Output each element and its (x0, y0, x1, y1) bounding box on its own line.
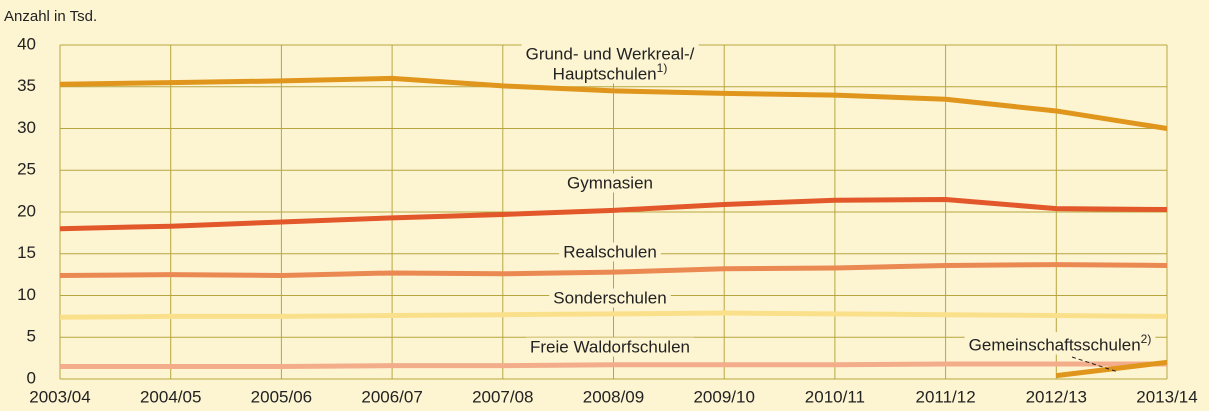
x-tick-label: 2004/05 (140, 387, 201, 406)
x-tick-label: 2006/07 (361, 387, 422, 406)
series-line (59, 196, 1168, 232)
series-label-text: Hauptschulen1) (553, 61, 668, 83)
y-axis-label: Anzahl in Tsd. (4, 8, 97, 25)
series-line (59, 75, 1168, 131)
x-tick-label: 2008/09 (583, 387, 644, 406)
series-line (60, 361, 1167, 369)
y-tick-label: 20 (17, 201, 36, 220)
x-tick-label: 2009/10 (693, 387, 754, 406)
x-tick-label: 2007/08 (472, 387, 533, 406)
y-tick-label: 5 (27, 327, 36, 346)
label-background (549, 288, 671, 308)
y-tick-label: 30 (17, 118, 36, 137)
series-label-text: Grund- und Werkreal-/ (526, 44, 695, 63)
y-tick-label: 0 (27, 368, 36, 387)
series-label: Sonderschulen (549, 288, 671, 308)
series-label-text: Gemeinschaftsschulen2) (969, 332, 1152, 354)
label-background (521, 44, 699, 84)
footnote: 2) (1141, 332, 1152, 346)
label-background (563, 173, 657, 193)
label-background (964, 332, 1156, 355)
footnote: 1) (657, 61, 668, 75)
y-tick-label: 40 (17, 34, 36, 53)
series-label: Gemeinschaftsschulen2) (964, 332, 1156, 355)
y-tick-label: 25 (17, 160, 36, 179)
series-line (59, 262, 1168, 278)
series-label: Gymnasien (563, 173, 657, 193)
x-tick-label: 2013/14 (1136, 387, 1197, 406)
y-tick-label: 15 (17, 243, 36, 262)
label-background (559, 242, 661, 262)
x-tick-label: 2010/11 (805, 387, 865, 406)
y-tick-label: 35 (17, 76, 36, 95)
series-label-text: Sonderschulen (553, 288, 666, 307)
series-label: Grund- und Werkreal-/Hauptschulen1) (521, 44, 699, 84)
leader-line (1071, 356, 1119, 373)
series-label: Freie Waldorfschulen (526, 337, 694, 357)
series-label: Realschulen (559, 242, 661, 262)
series-label-text: Freie Waldorfschulen (530, 337, 690, 356)
series-label-text: Gymnasien (567, 173, 653, 192)
x-tick-label: 2003/04 (29, 387, 90, 406)
y-tick-label: 10 (17, 285, 36, 304)
series-line (1056, 359, 1168, 379)
x-tick-label: 2005/06 (251, 387, 312, 406)
series-label-text: Realschulen (563, 242, 657, 261)
x-tick-label: 2012/13 (1026, 387, 1087, 406)
series-line (59, 310, 1168, 320)
x-tick-label: 2011/12 (915, 387, 975, 406)
label-background (526, 337, 694, 357)
